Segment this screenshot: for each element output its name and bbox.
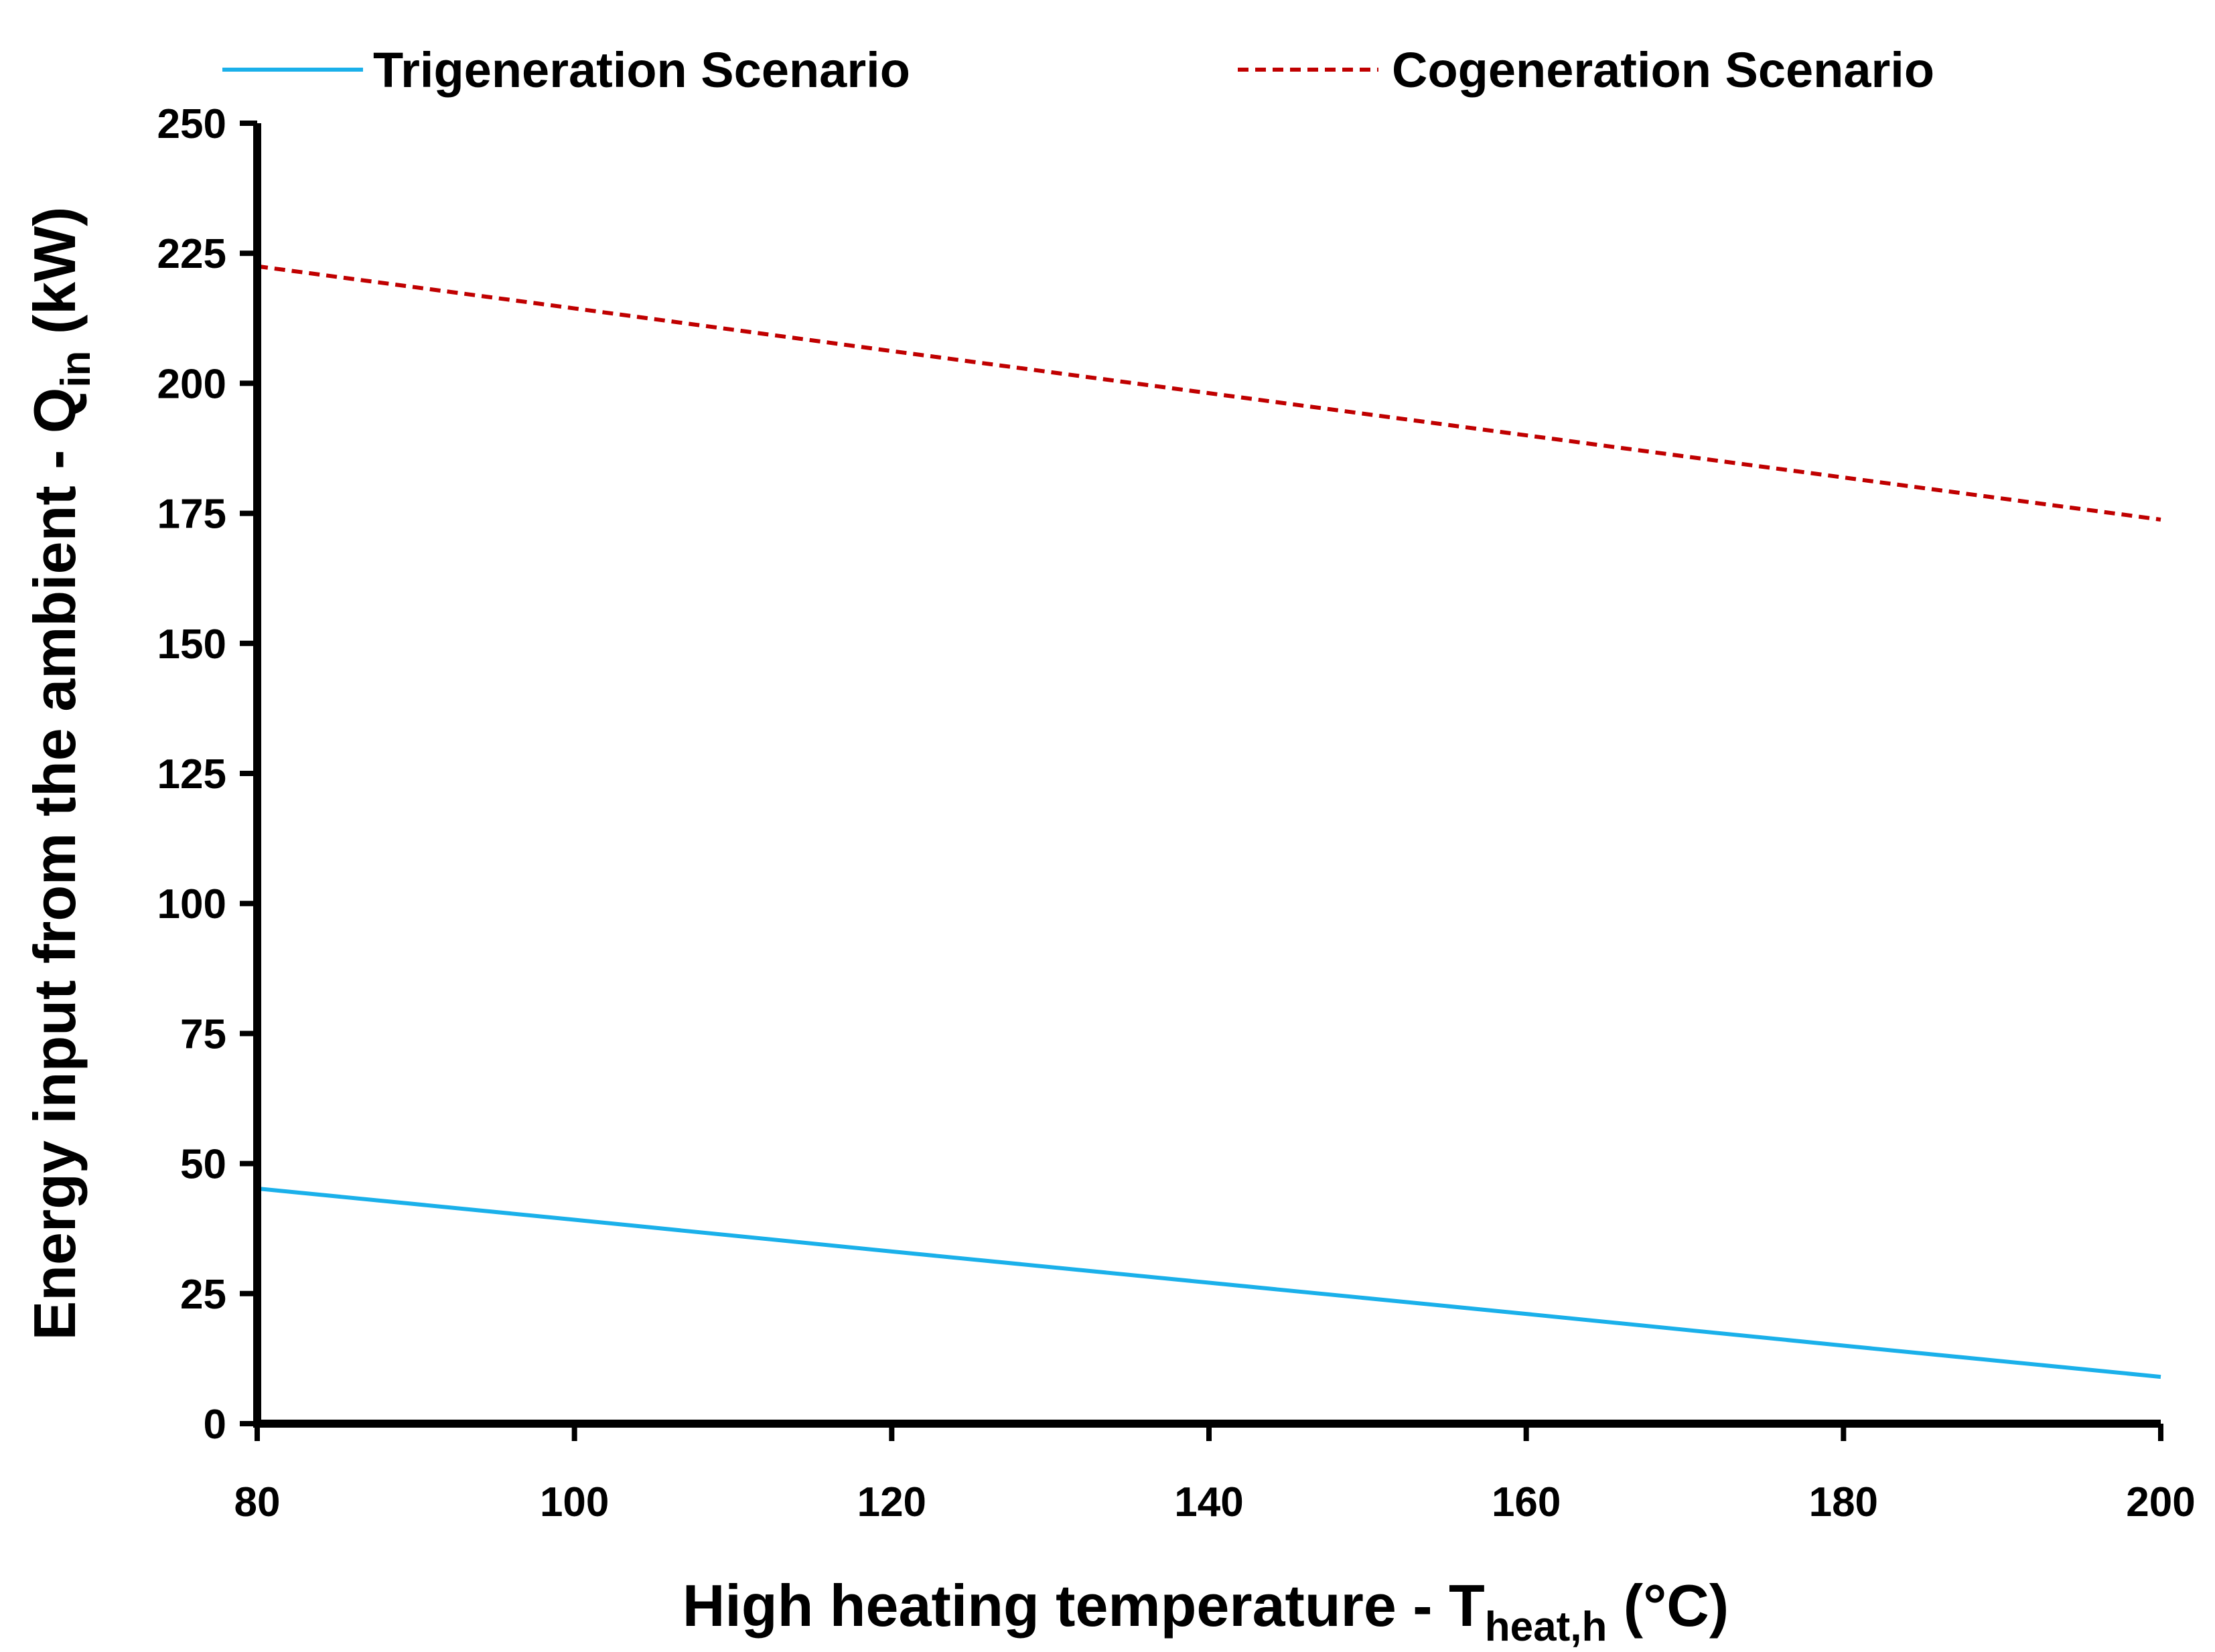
y-tick-label: 250 [157,101,226,147]
y-tick-label: 75 [180,1011,226,1057]
x-tick-label: 200 [2126,1479,2195,1525]
x-tick-label: 80 [234,1479,281,1525]
y-tick-label: 50 [180,1142,226,1188]
y-tick-label: 200 [157,361,226,407]
legend-label-trigeneration: Trigeneration Scenario [373,42,910,98]
x-tick-label: 120 [857,1479,926,1525]
x-tick-label: 100 [540,1479,609,1525]
legend-label-cogeneration: Cogeneration Scenario [1392,42,1934,98]
x-axis-title: High heating temperature - Theat,h (°C) [683,1572,1729,1650]
series-line-cogeneration [257,264,2161,522]
y-axis-title: Energy input from the ambient - Qin (kW) [21,207,99,1341]
y-tick-label: 125 [157,751,226,798]
x-tick-label: 140 [1174,1479,1243,1525]
y-tick-label: 175 [157,492,226,538]
x-tick-label: 180 [1809,1479,1878,1525]
x-tick-label: 160 [1492,1479,1561,1525]
legend: Trigeneration Scenario Cogeneration Scen… [222,42,1934,98]
x-axis-ticks: 80 100 120 140 160 180 200 [234,1424,2196,1525]
y-tick-label: 0 [204,1402,226,1448]
y-axis-ticks: 0 25 50 75 100 125 150 175 200 225 250 [157,101,257,1448]
y-tick-label: 100 [157,881,226,927]
series-layer [257,264,2161,1379]
y-tick-label: 225 [157,231,226,277]
series-line-trigeneration [257,1186,2161,1379]
y-tick-label: 25 [180,1272,226,1318]
y-tick-label: 150 [157,621,226,668]
